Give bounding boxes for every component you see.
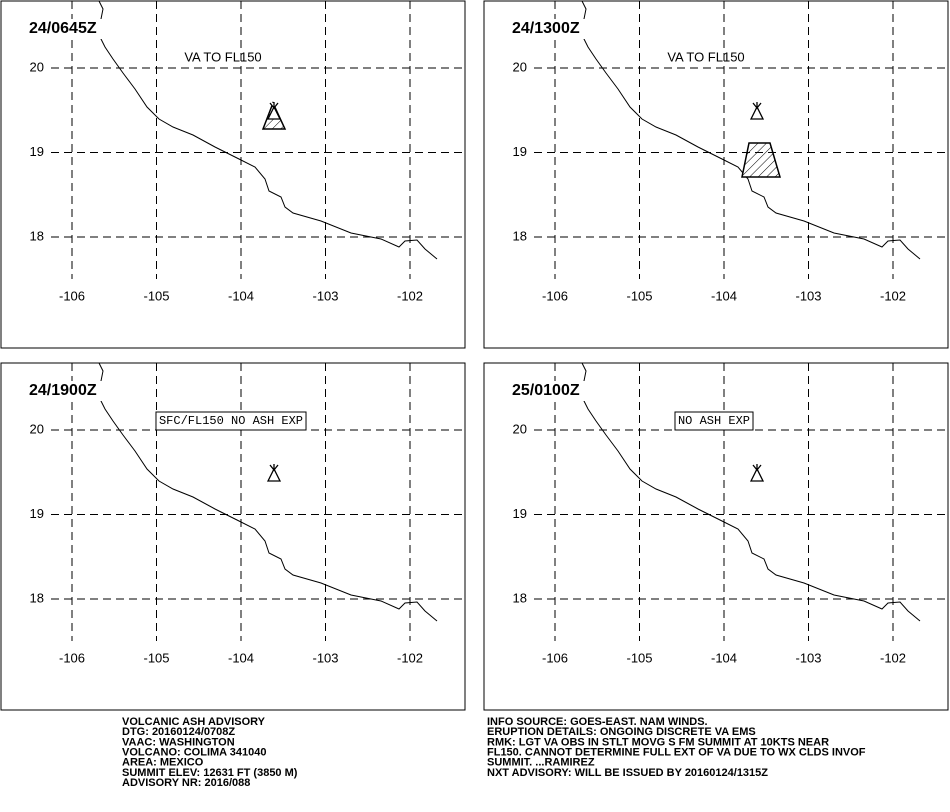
lat-tick-label: 19	[30, 506, 44, 521]
coastline	[577, 0, 921, 260]
lat-tick-label: 19	[30, 144, 44, 159]
lon-tick-label: -103	[312, 288, 338, 303]
advisory-line: SUMMIT ELEV: 12631 FT (3850 M)	[122, 767, 298, 779]
advisory-line: NXT ADVISORY: WILL BE ISSUED BY 20160124…	[487, 767, 768, 779]
time-label: 24/0645Z	[29, 20, 97, 37]
advisory-line: ADVISORY NR: 2016/088	[122, 777, 250, 789]
time-label: 24/1300Z	[512, 20, 580, 37]
panel-frame	[0, 0, 466, 349]
note: VA TO FL150	[667, 49, 744, 64]
lon-tick-label: -102	[397, 288, 423, 303]
volcano-symbol	[267, 463, 281, 482]
lon-tick-label: -102	[397, 650, 423, 665]
panel: -106 -105 -104 -103 -102 20 19 18 25/0100Z NO ASH…	[483, 362, 949, 711]
lon-tick-label: -104	[228, 288, 254, 303]
panel: -106 -105 -104 -103 -102 20 19 18 24/1900Z SFC/FL…	[0, 362, 466, 711]
note-box	[674, 411, 754, 431]
lon-tick-label: -105	[143, 650, 169, 665]
advisory-line: SUMMIT. ...RAMIREZ	[487, 757, 595, 769]
lat-tick-label: 18	[513, 590, 527, 605]
note: SFC/FL150 NO ASH EXP	[159, 414, 303, 428]
advisory-line: INFO SOURCE: GOES-EAST. NAM WINDS.	[487, 716, 708, 728]
lon-tick-label: -104	[711, 288, 737, 303]
lon-tick-label: -106	[542, 288, 568, 303]
volcano-symbol	[750, 463, 764, 482]
note: VA TO FL150	[184, 49, 261, 64]
lon-tick-label: -102	[880, 650, 906, 665]
advisory-line: VOLCANO: COLIMA 341040	[122, 747, 266, 759]
note: NO ASH EXP	[678, 414, 750, 428]
lon-tick-label: -103	[312, 650, 338, 665]
lon-tick-label: -106	[59, 650, 85, 665]
lon-tick-label: -106	[59, 288, 85, 303]
time-label-bg	[510, 381, 588, 401]
time-label: 24/1900Z	[29, 382, 97, 399]
lat-tick-label: 20	[30, 59, 44, 74]
advisory-line: FL150. CANNOT DETERMINE FULL EXT OF VA D…	[487, 747, 866, 759]
lon-tick-label: -105	[626, 650, 652, 665]
time-label-bg	[27, 19, 105, 39]
lat-tick-label: 20	[30, 421, 44, 436]
lon-tick-label: -103	[795, 288, 821, 303]
time-label: 25/0100Z	[512, 382, 580, 399]
lat-tick-label: 18	[30, 228, 44, 243]
ash-area	[741, 142, 782, 178]
volcano-symbol	[750, 101, 764, 120]
coastline	[94, 0, 438, 260]
lat-tick-label: 18	[513, 228, 527, 243]
time-label-bg	[510, 19, 588, 39]
lon-tick-label: -105	[143, 288, 169, 303]
lat-tick-label: 19	[513, 506, 527, 521]
lon-tick-label: -102	[880, 288, 906, 303]
lon-tick-label: -104	[228, 650, 254, 665]
panel: -106 -105 -104 -103 -102 20 19 18 24/1300Z VA TO …	[483, 0, 949, 349]
panel: -106 -105 -104 -103 -102 20 19 18 24/0645Z VA TO …	[0, 0, 466, 349]
panel-frame	[483, 362, 949, 711]
lon-tick-label: -105	[626, 288, 652, 303]
time-label-bg	[27, 381, 105, 401]
lat-tick-label: 20	[513, 59, 527, 74]
lat-tick-label: 19	[513, 144, 527, 159]
lon-tick-label: -104	[711, 650, 737, 665]
lat-tick-label: 20	[513, 421, 527, 436]
panel-frame	[483, 0, 949, 349]
advisory-line: AREA: MEXICO	[122, 757, 204, 769]
coastline	[577, 362, 921, 622]
advisory-line: DTG: 20160124/0708Z	[122, 726, 235, 738]
advisory-line: RMK: LGT VA OBS IN STLT MOVG S FM SUMMIT…	[487, 736, 829, 748]
lon-tick-label: -106	[542, 650, 568, 665]
advisory-line: VAAC: WASHINGTON	[122, 736, 235, 748]
advisory-line: VOLCANIC ASH ADVISORY	[122, 716, 266, 728]
lat-tick-label: 18	[30, 590, 44, 605]
lon-tick-label: -103	[795, 650, 821, 665]
note-box	[155, 411, 307, 431]
advisory-line: ERUPTION DETAILS: ONGOING DISCRETE VA EM…	[487, 726, 756, 738]
panel-frame	[0, 362, 466, 711]
coastline	[94, 362, 438, 622]
